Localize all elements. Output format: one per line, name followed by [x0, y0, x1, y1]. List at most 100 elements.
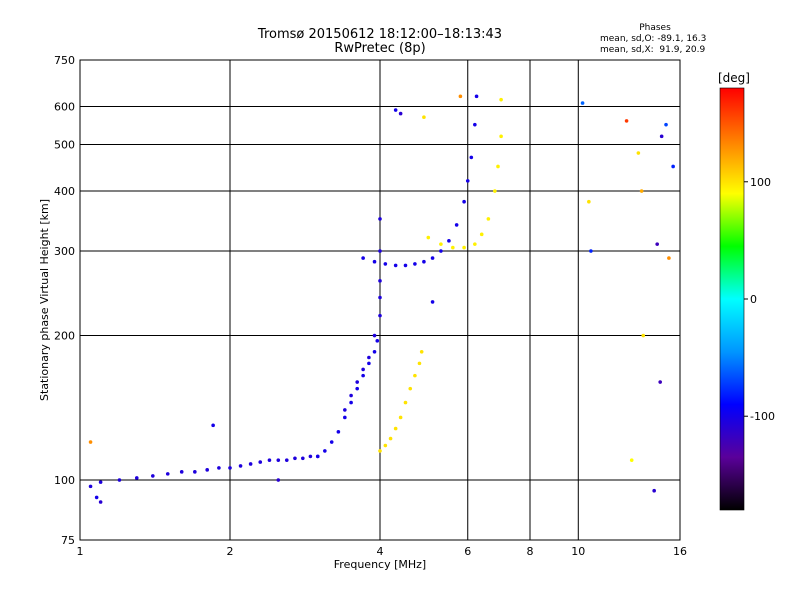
legend-line-o: mean, sd,O: -89.1, 16.3: [600, 34, 707, 44]
data-point: [238, 464, 243, 468]
data-point: [383, 262, 388, 266]
data-point: [398, 111, 403, 116]
data-point: [479, 232, 484, 237]
data-point: [355, 380, 359, 384]
data-point: [372, 259, 377, 264]
data-point: [624, 119, 629, 123]
data-point: [473, 242, 477, 246]
data-point: [378, 279, 382, 283]
data-point: [393, 108, 398, 112]
data-point: [499, 97, 503, 102]
data-points: [88, 94, 675, 504]
data-point: [361, 367, 365, 372]
data-point: [398, 415, 403, 420]
data-point: [88, 440, 93, 444]
data-point: [413, 373, 417, 378]
data-point: [267, 458, 272, 462]
data-point: [473, 122, 477, 127]
data-point: [430, 256, 435, 260]
data-point: [276, 478, 281, 482]
data-point: [276, 458, 281, 462]
x-axis-label: Frequency [MHz]: [334, 558, 426, 571]
data-point: [98, 500, 103, 504]
data-point: [383, 443, 388, 448]
x-tick-label: 8: [527, 545, 534, 558]
data-point: [315, 454, 320, 459]
data-point: [349, 400, 353, 405]
data-point: [372, 349, 377, 354]
data-point: [193, 470, 197, 474]
plot-frame: [79, 59, 681, 541]
x-tick-label: 1: [77, 545, 84, 558]
x-tick-label: 10: [571, 545, 585, 558]
data-point: [658, 380, 662, 384]
chart-subtitle: RwPretec (8p): [334, 41, 426, 56]
data-point: [378, 295, 382, 300]
data-point: [458, 94, 463, 99]
x-tick-label: 2: [227, 545, 234, 558]
colorbar-gradient: [719, 87, 745, 511]
colorbar-ticks: 100 0 -100: [744, 176, 775, 423]
data-point: [323, 449, 327, 453]
data-point: [496, 164, 500, 169]
data-point: [580, 101, 585, 105]
data-point: [422, 259, 426, 264]
data-point: [301, 456, 305, 461]
data-point: [293, 456, 297, 461]
y-tick-label: 100: [54, 474, 75, 487]
x-tick-label: 6: [464, 545, 471, 558]
data-point: [179, 470, 184, 474]
data-point: [422, 115, 426, 120]
data-point: [659, 134, 664, 139]
grid-lines: [80, 60, 680, 540]
data-point: [655, 242, 659, 246]
data-point: [117, 478, 122, 482]
data-point: [336, 430, 341, 434]
colorbar-tick-label: 0: [750, 293, 757, 306]
data-point: [308, 454, 313, 459]
data-point: [378, 449, 382, 453]
data-point: [462, 199, 466, 204]
data-point: [258, 460, 263, 464]
y-tick-label: 75: [61, 534, 75, 547]
y-tick-label: 300: [54, 245, 75, 258]
data-point: [361, 373, 365, 378]
data-point: [98, 480, 103, 484]
colorbar-label: [deg]: [718, 71, 750, 85]
data-point: [636, 151, 641, 155]
data-point: [430, 300, 435, 304]
x-tick-label: 4: [377, 545, 384, 558]
data-point: [378, 313, 382, 318]
chart-title: Tromsø 20150612 18:12:00–18:13:43: [257, 27, 503, 42]
data-point: [349, 393, 353, 398]
data-point: [451, 245, 455, 250]
data-point: [343, 415, 347, 420]
data-point: [447, 239, 451, 243]
axis-ticks: 1 2 4 6 8 10 16 75 100 200 300 400 500 600 750: [54, 54, 687, 558]
data-point: [426, 235, 431, 240]
data-point: [589, 249, 593, 253]
legend-line-x: mean, sd,X: 91.9, 20.9: [600, 45, 706, 55]
data-point: [355, 386, 359, 391]
data-point: [388, 436, 393, 441]
data-point: [94, 495, 99, 500]
data-point: [367, 355, 371, 360]
data-point: [641, 333, 646, 338]
data-point: [469, 155, 474, 160]
y-tick-label: 400: [54, 185, 75, 198]
data-point: [367, 361, 371, 366]
y-tick-label: 750: [54, 54, 75, 67]
data-point: [375, 339, 380, 343]
data-point: [378, 249, 382, 253]
data-point: [408, 386, 413, 391]
data-point: [284, 458, 289, 462]
data-point: [413, 262, 417, 266]
y-tick-label: 500: [54, 139, 75, 152]
data-point: [403, 263, 408, 268]
data-point: [248, 462, 253, 466]
data-point: [465, 179, 470, 183]
data-point: [417, 361, 422, 366]
y-axis-label: Stationary phase Virtual Height [km]: [38, 199, 51, 401]
data-point: [664, 122, 668, 127]
